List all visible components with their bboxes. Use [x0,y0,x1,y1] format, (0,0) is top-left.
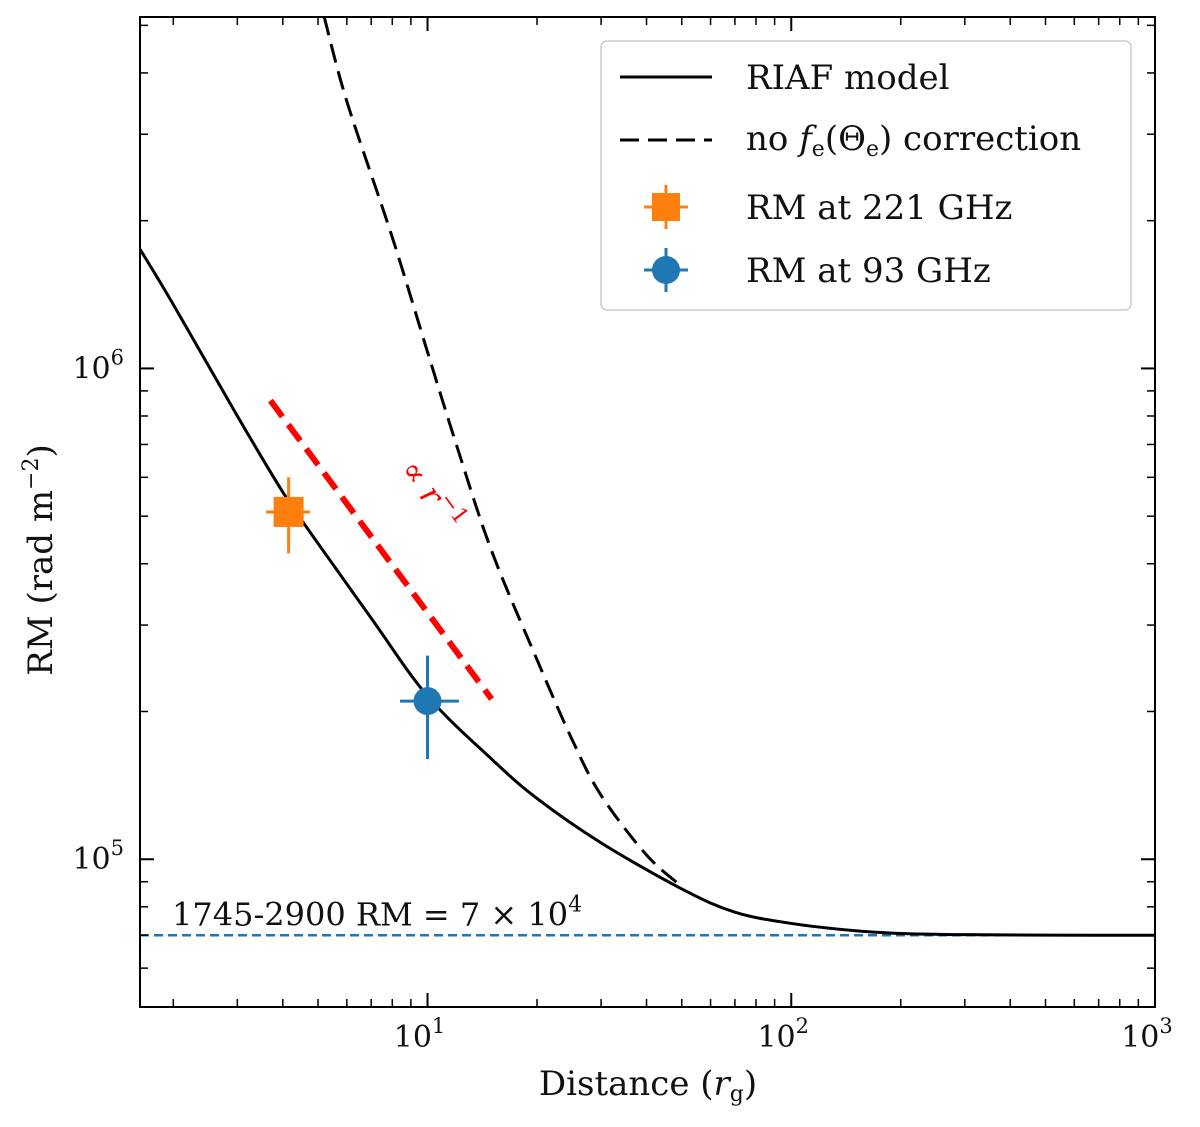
legend-label-rm221: RM at 221 GHz [746,188,1012,228]
legend: RIAF model no fe(Θe) correction RM at 22… [600,40,1132,311]
reference-line-r-inverse [268,398,494,701]
axis-tick-labels: 101 102 103 105 106 [72,345,1172,1055]
x-axis-label: Distance (rg) [539,1064,757,1107]
plot-frame [139,16,1156,1008]
x-tick-label: 102 [757,1014,809,1055]
legend-label-riaf: RIAF model [746,58,949,98]
point-rm-93ghz [399,655,459,760]
reference-label-1745-2900: 1745-2900 RM = 7 × 104 [172,892,582,933]
axis-ticks [140,17,1156,1008]
y-axis-label: RM (rad m−2) [19,444,61,676]
legend-label-nofe: no fe(Θe) correction [746,119,1081,162]
legend-label-rm93: RM at 93 GHz [746,251,991,291]
point-rm-221ghz-marker [273,496,304,527]
series-riaf-model [140,248,1155,937]
series-no-fe-correction [322,17,683,888]
legend-frame [600,40,1132,311]
point-rm-93ghz-marker [413,687,442,716]
reference-label-r-inverse: ∝ r−1 [393,450,473,538]
y-tick-label: 105 [72,836,124,877]
legend-handle-rm221 [644,185,688,229]
legend-handle-rm93 [644,248,688,292]
point-rm-221ghz [266,477,310,554]
plot-area [140,17,1155,937]
x-tick-label: 103 [1121,1014,1173,1055]
x-tick-label: 101 [394,1014,446,1055]
y-tick-label: 106 [72,345,124,386]
